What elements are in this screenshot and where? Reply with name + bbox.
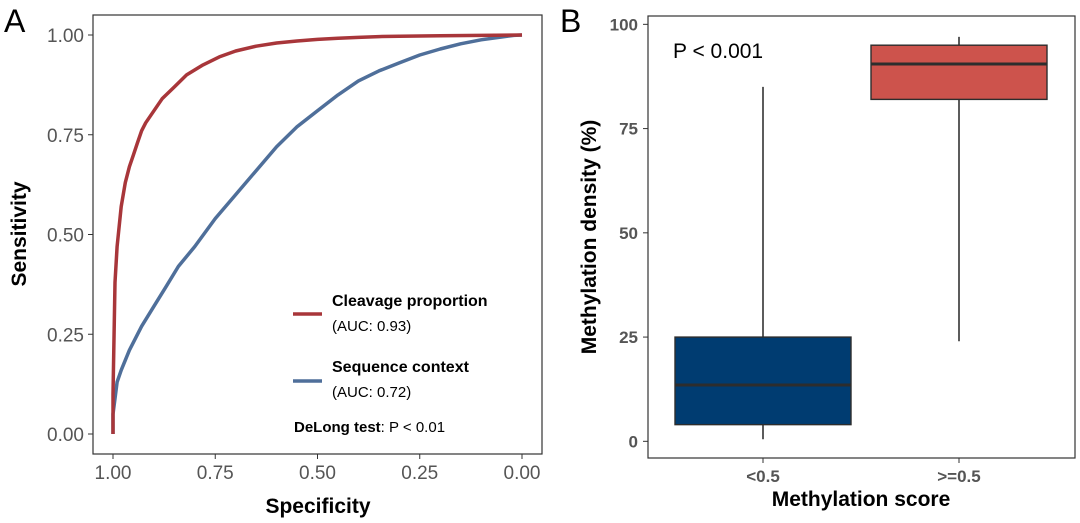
panel-a-legend: Cleavage proportion (AUC: 0.93) Sequence… bbox=[293, 293, 488, 401]
legend-label-sequence: Sequence context bbox=[332, 359, 470, 376]
a-y-tick-label: 0.50 bbox=[47, 226, 84, 247]
legend-auc-cleavage: (AUC: 0.93) bbox=[332, 318, 411, 335]
b-x-tick-label: <0.5 bbox=[746, 467, 780, 486]
panel-b-boxplots bbox=[674, 36, 1048, 440]
a-y-tick-label: 0.00 bbox=[47, 425, 84, 446]
panel-b-y-axis: 0 25 50 75 100 bbox=[610, 15, 648, 451]
a-y-tick-label: 0.25 bbox=[47, 325, 84, 346]
panel-a-x-axis: 1.00 0.75 0.50 0.25 0.00 bbox=[95, 454, 541, 484]
low-score-box bbox=[674, 336, 852, 426]
panel-b-x-axis: <0.5 >=0.5 bbox=[746, 458, 981, 486]
sequence-roc-line bbox=[111, 33, 523, 434]
panel-b: B 0 25 50 75 100 <0.5 >=0.5 P < 0.001 Methyla… bbox=[560, 3, 1076, 511]
b-y-tick-label: 100 bbox=[610, 15, 638, 34]
a-x-tick-label: 0.75 bbox=[197, 463, 234, 484]
a-x-tick-label: 0.50 bbox=[299, 463, 336, 484]
b-y-tick-label: 0 bbox=[629, 432, 638, 451]
panel-b-letter: B bbox=[560, 3, 581, 39]
legend-auc-sequence: (AUC: 0.72) bbox=[332, 384, 411, 401]
panel-b-y-axis-label: Methylation density (%) bbox=[578, 120, 601, 355]
panel-a-y-axis: 0.00 0.25 0.50 0.75 1.00 bbox=[47, 26, 93, 446]
panel-b-pvalue: P < 0.001 bbox=[673, 40, 763, 63]
b-y-tick-label: 25 bbox=[619, 328, 638, 347]
b-x-tick-label: >=0.5 bbox=[937, 467, 981, 486]
delong-annotation: DeLong test: P < 0.01 bbox=[294, 419, 445, 436]
a-y-tick-label: 1.00 bbox=[47, 26, 84, 47]
panel-a-x-axis-label: Specificity bbox=[265, 495, 370, 518]
panel-b-x-axis-label: Methylation score bbox=[772, 488, 951, 511]
panel-b-plot-frame bbox=[647, 15, 1076, 459]
b-y-tick-label: 75 bbox=[619, 120, 638, 139]
panel-a-letter: A bbox=[4, 3, 26, 39]
panel-a: A 0.000.250.500.751.00 1.00 0.75 0.50 0.25 0… bbox=[4, 3, 543, 518]
a-x-tick-label: 0.00 bbox=[504, 463, 541, 484]
high-score-box bbox=[870, 44, 1048, 101]
delong-pvalue: : P < 0.01 bbox=[381, 419, 445, 436]
delong-label: DeLong test bbox=[294, 419, 381, 436]
legend-label-cleavage: Cleavage proportion bbox=[332, 293, 488, 310]
panel-a-y-axis-label: Sensitivity bbox=[8, 181, 31, 286]
cleavage-roc-line bbox=[111, 33, 523, 434]
a-y-tick-label: 0.75 bbox=[47, 126, 84, 147]
panel-a-roc-curves bbox=[111, 33, 523, 434]
b-y-tick-label: 50 bbox=[619, 224, 638, 243]
a-x-tick-label: 1.00 bbox=[95, 463, 132, 484]
a-x-tick-label: 0.25 bbox=[401, 463, 438, 484]
panel-a-plot-frame bbox=[92, 14, 543, 455]
